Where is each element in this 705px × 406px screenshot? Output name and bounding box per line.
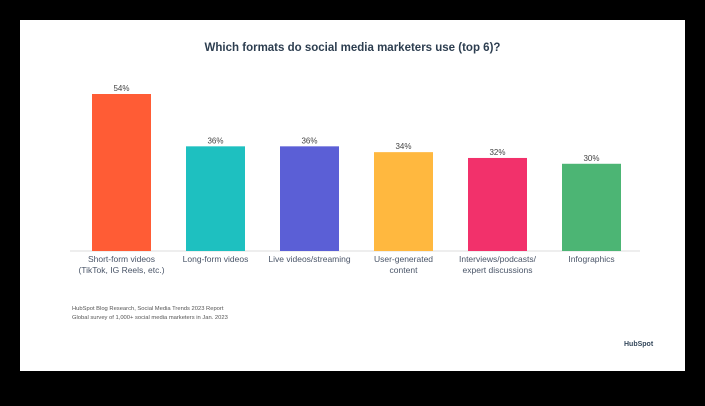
- data-label: 36%: [301, 136, 317, 145]
- category-label: Long-form videos: [182, 254, 249, 264]
- source-line-2: Global survey of 1,000+ social media mar…: [72, 315, 228, 321]
- category-label: Interviews/podcasts/ expert discussions: [458, 254, 536, 275]
- bar: [562, 163, 621, 251]
- category-label: User-generated content: [373, 254, 434, 275]
- bar: [280, 146, 339, 251]
- data-label: 36%: [207, 136, 223, 145]
- bar: [186, 146, 245, 251]
- category-label: Live videos/streaming: [268, 254, 351, 264]
- source-line-1: HubSpot Blog Research, Social Media Tren…: [72, 306, 224, 312]
- category-label: Infographics: [568, 254, 615, 264]
- category-label: Short-form videos (TikTok, IG Reels, etc…: [78, 254, 165, 275]
- source-note: HubSpot Blog Research, Social Media Tren…: [72, 305, 228, 323]
- bar: [374, 152, 433, 251]
- data-label: 32%: [489, 148, 505, 157]
- bar: [92, 94, 151, 251]
- chart-title: Which formats do social media marketers …: [204, 42, 501, 54]
- bar: [468, 157, 527, 251]
- data-label: 34%: [395, 142, 411, 151]
- data-label: 30%: [583, 154, 599, 163]
- data-label: 54%: [113, 84, 129, 93]
- hubspot-logo: HubSpot: [624, 341, 654, 348]
